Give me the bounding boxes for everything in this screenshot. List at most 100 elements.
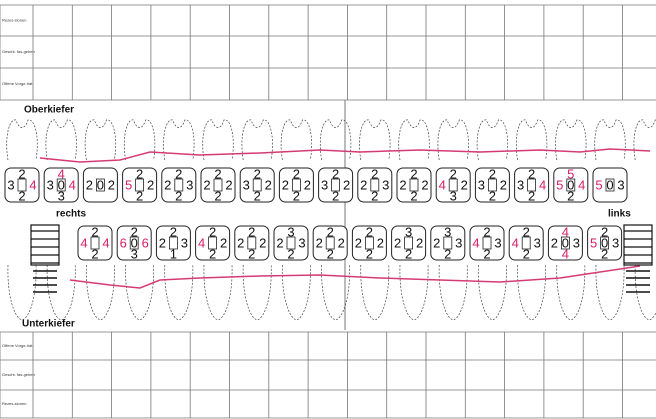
probing-depth: 2 — [203, 177, 210, 192]
lower-label: Unterkiefer — [22, 319, 75, 330]
probing-depth: 2 — [293, 188, 300, 203]
probing-depth: 4 — [102, 235, 109, 250]
probing-depth: 0 — [601, 235, 608, 250]
probing-depth: 2 — [175, 166, 182, 181]
probing-depth: 2 — [254, 188, 261, 203]
probing-depth: 3 — [534, 235, 541, 250]
probing-depth: 5 — [590, 235, 597, 250]
probing-depth: 5 — [595, 177, 602, 192]
probing-depth: 2 — [18, 166, 25, 181]
probing-depth: 2 — [405, 246, 412, 261]
probing-depth: 2 — [209, 224, 216, 239]
probing-depth: 2 — [225, 177, 232, 192]
probing-depth: 3 — [287, 224, 294, 239]
probing-depth: 2 — [265, 177, 272, 192]
probing-depth: 3 — [617, 177, 624, 192]
row-label: Gescht. fas-gehen — [2, 372, 35, 377]
probing-depth: 3 — [478, 177, 485, 192]
probing-depth: 3 — [517, 177, 524, 192]
row-label: Rezes-sionen — [2, 18, 26, 23]
probing-depth: 2 — [220, 235, 227, 250]
probing-depth: 2 — [360, 177, 367, 192]
probing-depth: 2 — [343, 177, 350, 192]
probing-depth: 3 — [455, 235, 462, 250]
probing-depth: 2 — [377, 235, 384, 250]
probing-depth: 3 — [444, 224, 451, 239]
probing-depth: 2 — [338, 235, 345, 250]
probing-depth: 2 — [416, 235, 423, 250]
probing-depth: 4 — [472, 235, 479, 250]
probing-depth: 3 — [47, 177, 54, 192]
probing-depth: 2 — [410, 188, 417, 203]
probing-depth: 6 — [120, 235, 127, 250]
row-label: Offene Vorge-hat — [2, 81, 33, 86]
probing-depth: 2 — [282, 177, 289, 192]
probing-depth: 3 — [382, 177, 389, 192]
perio-chart: Oberkiefer rechts links Unterkiefer Reze… — [0, 0, 656, 419]
probing-depth: 2 — [489, 188, 496, 203]
probing-depth: 5 — [125, 177, 132, 192]
probing-depth: 4 — [512, 235, 519, 250]
probing-depth: 0 — [97, 177, 104, 192]
probing-depth: 2 — [500, 177, 507, 192]
left-label: links — [608, 209, 631, 220]
probing-depth: 2 — [159, 235, 166, 250]
probing-depth: 2 — [371, 166, 378, 181]
probing-depth: 2 — [327, 224, 334, 239]
probing-depth: 5 — [556, 177, 563, 192]
probing-depth: 4 — [198, 235, 205, 250]
probing-depth: 2 — [371, 188, 378, 203]
probing-depth: 0 — [567, 177, 574, 192]
probing-depth: 2 — [421, 177, 428, 192]
probing-depth: 4 — [578, 177, 585, 192]
probing-depth: 3 — [321, 177, 328, 192]
probing-depth: 2 — [164, 177, 171, 192]
probing-depth: 2 — [461, 177, 468, 192]
probing-depth: 2 — [248, 246, 255, 261]
probing-depth: 2 — [248, 224, 255, 239]
probing-depth: 2 — [394, 235, 401, 250]
probing-depth: 0 — [562, 235, 569, 250]
row-label: Rezes-sionen — [2, 401, 26, 406]
probing-depth: 2 — [86, 177, 93, 192]
probing-depth: 3 — [494, 235, 501, 250]
row-label: Offene Vorge-hat — [2, 343, 33, 348]
probing-depth: 2 — [355, 235, 362, 250]
probing-depth: 2 — [287, 246, 294, 261]
probing-depth: 2 — [214, 166, 221, 181]
probing-depth: 2 — [528, 188, 535, 203]
probing-depth: 6 — [142, 235, 149, 250]
probing-depth: 4 — [439, 177, 446, 192]
probing-depth: 2 — [91, 246, 98, 261]
probing-depth: 2 — [523, 246, 530, 261]
upper-label: Oberkiefer — [24, 105, 74, 116]
probing-depth: 2 — [214, 188, 221, 203]
probing-depth: 2 — [523, 224, 530, 239]
probing-depth: 2 — [528, 166, 535, 181]
probing-depth: 2 — [551, 235, 558, 250]
probing-depth: 2 — [18, 188, 25, 203]
background — [0, 0, 656, 419]
probing-depth: 3 — [573, 235, 580, 250]
probing-depth: 3 — [450, 188, 457, 203]
probing-depth: 2 — [304, 177, 311, 192]
probing-depth: 3 — [612, 235, 619, 250]
probing-depth: 2 — [483, 246, 490, 261]
probing-depth: 3 — [243, 177, 250, 192]
probing-depth: 2 — [433, 235, 440, 250]
probing-depth: 4 — [80, 235, 87, 250]
probing-depth: 3 — [181, 235, 188, 250]
probing-depth: 2 — [399, 177, 406, 192]
probing-depth: 0 — [131, 235, 138, 250]
probing-depth: 2 — [108, 177, 115, 192]
probing-depth: 3 — [7, 177, 14, 192]
right-label: rechts — [56, 209, 86, 220]
probing-depth: 2 — [410, 166, 417, 181]
probing-depth: 2 — [366, 224, 373, 239]
probing-depth: 2 — [327, 246, 334, 261]
probing-depth: 2 — [254, 166, 261, 181]
probing-depth: 2 — [276, 235, 283, 250]
probing-depth: 2 — [293, 166, 300, 181]
probing-depth: 2 — [450, 166, 457, 181]
probing-depth: 0 — [58, 177, 65, 192]
